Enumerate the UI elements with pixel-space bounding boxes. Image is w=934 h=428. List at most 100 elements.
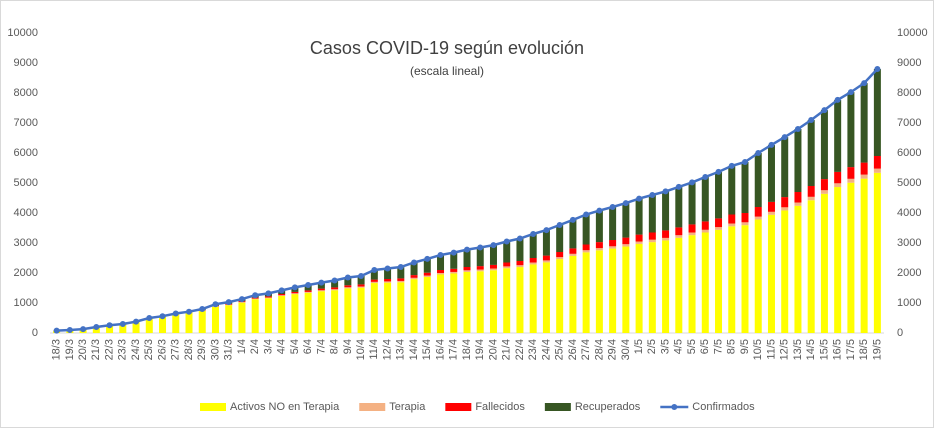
bar-segment	[211, 306, 219, 333]
bar-segment	[463, 267, 471, 271]
bar-segment	[767, 211, 775, 215]
bar-segment	[423, 258, 431, 273]
bar-segment	[847, 92, 855, 168]
line-marker	[397, 264, 404, 270]
y2-tick-label: 3000	[897, 237, 921, 249]
x-tick-label: 1/5	[633, 339, 645, 354]
bar-segment	[807, 186, 815, 197]
x-tick-label: 10/5	[752, 339, 764, 360]
line-marker	[424, 255, 431, 262]
bar-segment	[357, 276, 365, 285]
x-tick-label: 22/4	[514, 339, 526, 360]
bar-segment	[317, 291, 325, 333]
line-marker	[742, 159, 748, 165]
bar-segment	[423, 276, 431, 333]
bar-segment	[648, 232, 656, 240]
x-tick-label: 13/5	[792, 339, 804, 360]
y-tick-label: 4000	[14, 207, 38, 219]
bar-segment	[860, 162, 868, 175]
x-tick-label: 14/5	[805, 339, 817, 360]
x-tick-label: 14/4	[408, 339, 420, 360]
bar-segment	[450, 271, 458, 274]
x-tick-label: 26/4	[567, 339, 579, 360]
line-marker	[755, 150, 762, 156]
line-marker	[794, 126, 801, 132]
bar-segment	[251, 298, 259, 300]
x-tick-label: 25/4	[554, 339, 566, 360]
bar-segment	[489, 245, 497, 265]
bar-segment	[781, 207, 789, 211]
bar-segment	[648, 195, 656, 233]
legend-label: Activos NO en Terapia	[230, 401, 340, 413]
x-tick-label: 4/4	[276, 339, 288, 354]
bar-segment	[741, 222, 749, 226]
line-marker	[636, 195, 643, 202]
x-tick-label: 5/5	[686, 339, 698, 354]
line-marker	[609, 204, 616, 210]
line-marker	[252, 292, 259, 299]
line-marker	[80, 326, 87, 333]
line-marker	[768, 141, 775, 148]
bar-segment	[437, 255, 445, 270]
x-tick-label: 11/5	[765, 339, 777, 360]
bar-segment	[688, 235, 696, 333]
bar-segment	[622, 237, 630, 245]
y2-tick-label: 6000	[897, 147, 921, 159]
bar-segment	[701, 221, 709, 230]
bar-segment	[476, 247, 484, 267]
bar-segment	[185, 312, 193, 333]
bar-segment	[781, 197, 789, 208]
x-tick-label: 20/4	[487, 339, 499, 360]
bar-segment	[873, 156, 881, 169]
line-marker	[847, 89, 854, 96]
x-tick-label: 24/3	[130, 339, 142, 360]
bar-segment	[820, 190, 828, 194]
bar-segment	[609, 207, 617, 240]
line-marker	[662, 188, 669, 195]
bar-segment	[648, 239, 656, 243]
bar-segment	[767, 214, 775, 333]
line-marker	[503, 238, 510, 245]
bar-segment	[503, 268, 511, 333]
bar-segment	[820, 179, 828, 191]
bar-segment	[741, 225, 749, 333]
bar-segment	[357, 284, 365, 287]
x-tick-label: 23/4	[527, 339, 539, 360]
bar-segment	[609, 246, 617, 249]
bar-segment	[834, 187, 842, 333]
bar-segment	[741, 162, 749, 213]
x-tick-label: 6/5	[699, 339, 711, 354]
bar-segment	[794, 129, 802, 192]
x-tick-label: 19/5	[871, 339, 883, 360]
x-tick-label: 9/5	[739, 339, 751, 354]
line-marker	[358, 273, 365, 279]
bar-segment	[728, 226, 736, 333]
x-tick-label: 12/5	[779, 339, 791, 360]
bar-segment	[397, 267, 405, 279]
bar-segment	[357, 287, 365, 333]
bar-segment	[476, 269, 484, 272]
bar-segment	[542, 260, 550, 263]
bar-segment	[648, 242, 656, 333]
line-marker	[569, 216, 576, 223]
line-marker	[384, 265, 391, 272]
bar-segment	[304, 290, 312, 292]
bar-segment	[503, 266, 511, 269]
bar-segment	[662, 240, 670, 333]
bar-segment	[767, 201, 775, 212]
x-tick-label: 4/5	[673, 339, 685, 354]
x-tick-label: 8/4	[329, 339, 341, 354]
bar-segment	[595, 250, 603, 333]
bar-segment	[317, 288, 325, 291]
bar-segment	[860, 83, 868, 163]
bar-segment	[820, 193, 828, 333]
line-marker	[238, 296, 245, 303]
x-tick-label: 16/5	[832, 339, 844, 360]
bar-segment	[860, 174, 868, 179]
bar-segment	[662, 230, 670, 238]
x-tick-label: 11/4	[368, 339, 380, 360]
bar-segment	[582, 250, 590, 253]
bar-segment	[754, 216, 762, 220]
x-tick-label: 31/3	[223, 339, 235, 360]
bar-segment	[344, 288, 352, 333]
